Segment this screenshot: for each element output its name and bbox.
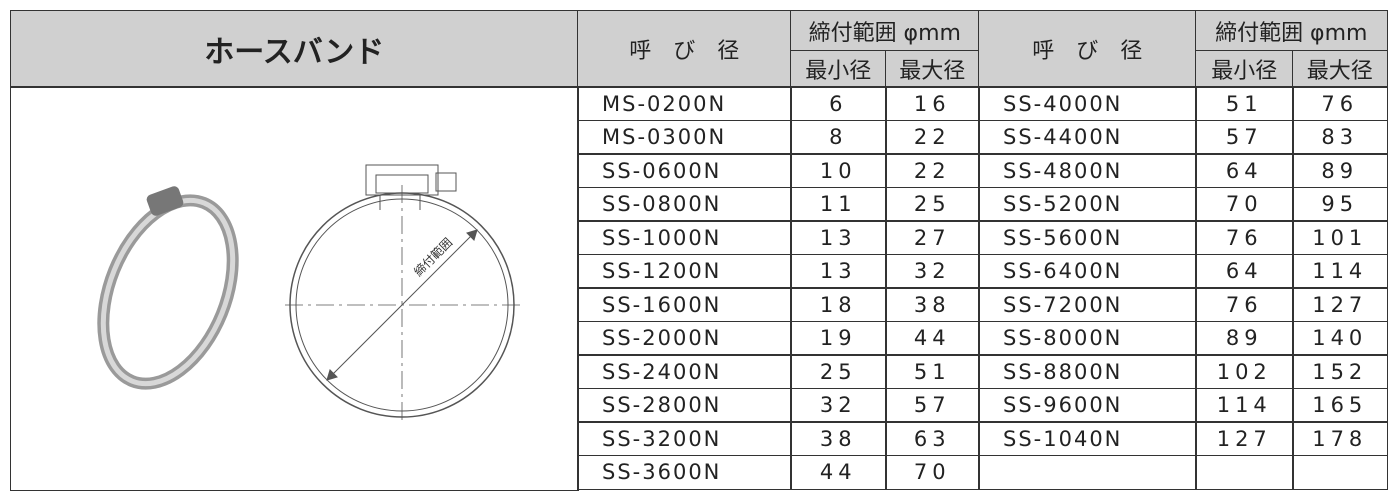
min-cell: 76 xyxy=(1195,220,1294,255)
min-cell: 8 xyxy=(790,119,887,155)
min-cell: 10 xyxy=(790,153,887,188)
model-cell: SS-1600N xyxy=(577,287,792,322)
range-header: 締付範囲 φmm xyxy=(790,10,980,52)
max-cell: 16 xyxy=(885,86,980,121)
max-cell: 101 xyxy=(1292,220,1388,255)
clamp-photo xyxy=(97,186,239,390)
model-cell: SS-2800N xyxy=(577,387,792,423)
max-header: 最大径 xyxy=(1292,50,1388,88)
model-cell: SS-1200N xyxy=(577,253,792,289)
max-cell: 32 xyxy=(885,253,980,289)
min-cell: 64 xyxy=(1195,153,1294,188)
title-cell: ホースバンド xyxy=(10,10,579,88)
max-cell: 57 xyxy=(885,387,980,423)
model-cell: SS-5600N xyxy=(978,220,1197,255)
screw xyxy=(435,172,457,192)
max-header: 最大径 xyxy=(885,50,980,88)
min-cell: 38 xyxy=(790,421,887,456)
min-cell: 19 xyxy=(790,320,887,356)
range-header: 締付範囲 φmm xyxy=(1195,10,1388,52)
min-cell: 114 xyxy=(1195,387,1294,423)
name-header: 呼 び 径 xyxy=(577,10,792,88)
model-cell: SS-5200N xyxy=(978,186,1197,222)
max-cell: 178 xyxy=(1292,421,1388,456)
name-header: 呼 び 径 xyxy=(978,10,1197,88)
min-cell: 89 xyxy=(1195,320,1294,356)
model-cell: SS-0600N xyxy=(577,153,792,188)
min-cell: 70 xyxy=(1195,186,1294,222)
model-cell: SS-7200N xyxy=(978,287,1197,322)
model-cell: SS-4800N xyxy=(978,153,1197,188)
max-cell: 25 xyxy=(885,186,980,222)
screw-housing xyxy=(146,186,184,216)
model-cell: MS-0200N xyxy=(577,86,792,121)
max-cell: 114 xyxy=(1292,253,1388,289)
max-cell: 165 xyxy=(1292,387,1388,423)
model-cell: SS-6400N xyxy=(978,253,1197,289)
max-cell: 38 xyxy=(885,287,980,322)
model-cell: SS-1040N xyxy=(978,421,1197,456)
model-cell: SS-3200N xyxy=(577,421,792,456)
max-cell: 70 xyxy=(885,454,980,490)
min-cell: 11 xyxy=(790,186,887,222)
min-cell: 127 xyxy=(1195,421,1294,456)
model-cell: SS-0800N xyxy=(577,186,792,222)
model-cell: MS-0300N xyxy=(577,119,792,155)
model-cell: SS-4000N xyxy=(978,86,1197,121)
min-cell: 32 xyxy=(790,387,887,423)
clamp-schematic xyxy=(285,164,520,425)
model-cell: SS-2400N xyxy=(577,354,792,389)
model-cell: SS-1000N xyxy=(577,220,792,255)
max-cell: 89 xyxy=(1292,153,1388,188)
max-cell: 63 xyxy=(885,421,980,456)
min-header: 最小径 xyxy=(790,50,887,88)
model-cell: SS-8800N xyxy=(978,354,1197,389)
model-cell: SS-9600N xyxy=(978,387,1197,423)
max-cell: 27 xyxy=(885,220,980,255)
min-cell: 57 xyxy=(1195,119,1294,155)
band-highlight xyxy=(100,197,236,387)
min-cell: 102 xyxy=(1195,354,1294,389)
min-cell: 51 xyxy=(1195,86,1294,121)
min-cell: 13 xyxy=(790,253,887,289)
max-cell: 83 xyxy=(1292,119,1388,155)
image-cell xyxy=(10,86,579,491)
min-cell xyxy=(1195,454,1294,490)
max-cell: 51 xyxy=(885,354,980,389)
max-cell: 127 xyxy=(1292,287,1388,322)
model-cell xyxy=(978,454,1197,490)
max-cell: 95 xyxy=(1292,186,1388,222)
max-cell: 22 xyxy=(885,153,980,188)
arrow-heads xyxy=(326,229,478,381)
max-cell: 22 xyxy=(885,119,980,155)
min-header: 最小径 xyxy=(1195,50,1294,88)
min-cell: 76 xyxy=(1195,287,1294,322)
max-cell: 152 xyxy=(1292,354,1388,389)
min-cell: 6 xyxy=(790,86,887,121)
model-cell: SS-4400N xyxy=(978,119,1197,155)
min-cell: 44 xyxy=(790,454,887,490)
product-illustration: 締付範囲 xyxy=(97,164,520,425)
max-cell: 76 xyxy=(1292,86,1388,121)
min-cell: 64 xyxy=(1195,253,1294,289)
model-cell: SS-2000N xyxy=(577,320,792,356)
model-cell: SS-8000N xyxy=(978,320,1197,356)
min-cell: 13 xyxy=(790,220,887,255)
min-cell: 25 xyxy=(790,354,887,389)
max-cell: 140 xyxy=(1292,320,1388,356)
diameter-arrow xyxy=(326,229,478,381)
max-cell xyxy=(1292,454,1388,490)
model-cell: SS-3600N xyxy=(577,454,792,490)
min-cell: 18 xyxy=(790,287,887,322)
max-cell: 44 xyxy=(885,320,980,356)
